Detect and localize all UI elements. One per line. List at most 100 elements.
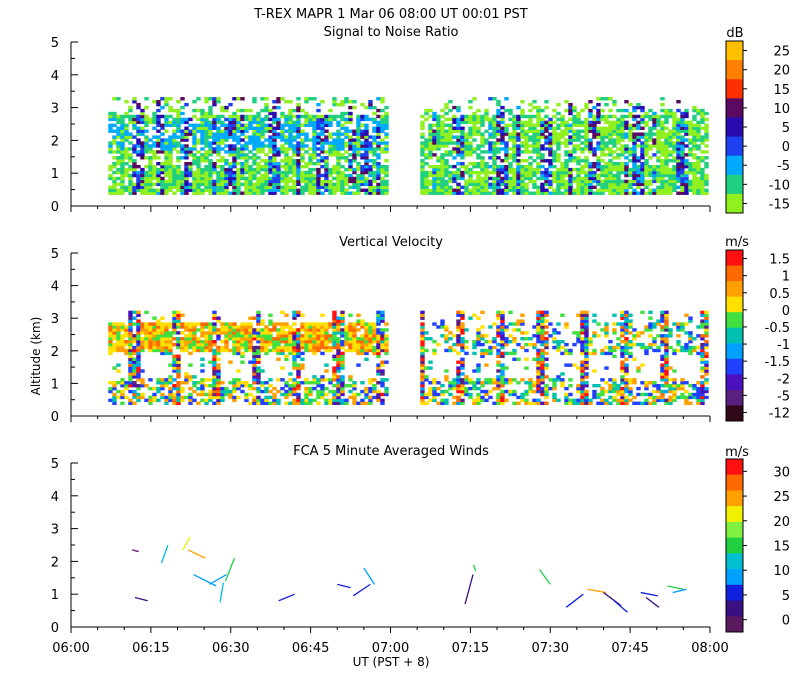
velocity-cell: [288, 325, 293, 329]
snr-cell: [116, 126, 121, 130]
snr-cell: [208, 111, 213, 116]
snr-cell: [144, 141, 149, 145]
velocity-cell: [540, 360, 545, 364]
velocity-cell: [128, 322, 133, 326]
snr-cell: [364, 162, 369, 166]
vertical-velocity-panel-title: Vertical Velocity: [339, 235, 443, 250]
snr-cell: [504, 176, 509, 181]
velocity-cell: [224, 345, 229, 350]
velocity-cell: [468, 378, 473, 382]
snr-cell: [344, 129, 349, 133]
snr-cell: [120, 182, 125, 187]
velocity-cell: [516, 381, 521, 385]
snr-cell: [420, 126, 425, 130]
snr-cell: [596, 167, 601, 172]
snr-cell: [272, 162, 277, 166]
velocity-cell: [280, 345, 285, 350]
snr-cell: [160, 164, 165, 169]
velocity-cell: [184, 339, 189, 344]
snr-cell: [616, 135, 621, 139]
snr-cell: [364, 159, 369, 163]
velocity-cell: [440, 398, 445, 403]
velocity-cell: [336, 389, 341, 394]
velocity-cell: [420, 310, 425, 315]
velocity-cell: [156, 319, 161, 323]
snr-cell: [380, 114, 385, 119]
snr-cell: [128, 141, 133, 145]
velocity-cell: [132, 351, 137, 356]
snr-cell: [496, 185, 501, 190]
snr-cell: [568, 138, 573, 142]
snr-cell: [292, 114, 297, 119]
snr-cell: [120, 159, 125, 163]
velocity-cell: [364, 392, 369, 397]
velocity-cell: [508, 322, 513, 326]
velocity-cell: [248, 401, 253, 405]
snr-cell: [156, 135, 161, 139]
snr-cell: [216, 182, 221, 187]
snr-cell: [316, 179, 321, 184]
snr-cell: [644, 179, 649, 184]
snr-cell: [664, 173, 669, 178]
snr-cell: [372, 173, 377, 178]
velocity-cell: [256, 366, 261, 370]
snr-cell: [364, 179, 369, 184]
velocity-cell: [152, 331, 157, 335]
snr-cell: [304, 132, 309, 136]
snr-cell: [548, 132, 553, 136]
velocity-cell: [496, 334, 501, 338]
velocity-cell: [344, 337, 349, 341]
snr-cell: [596, 159, 601, 163]
snr-cell: [168, 150, 173, 154]
velocity-cell: [348, 313, 353, 317]
velocity-cell: [196, 337, 201, 341]
velocity-cell: [484, 381, 489, 385]
snr-cell: [584, 173, 589, 178]
velocity-cell: [480, 354, 485, 359]
velocity-cell: [380, 310, 385, 315]
snr-cell: [264, 105, 269, 110]
snr-cell: [660, 114, 665, 119]
velocity-cell: [468, 316, 473, 320]
velocity-cell: [528, 401, 533, 405]
velocity-cell: [356, 348, 361, 353]
snr-cell: [164, 144, 169, 148]
snr-cell: [452, 141, 457, 145]
velocity-cell: [132, 337, 137, 341]
snr-cell: [580, 164, 585, 169]
snr-cell: [608, 179, 613, 184]
snr-cell: [252, 117, 257, 122]
snr-cell: [328, 167, 333, 172]
velocity-cell: [460, 386, 465, 391]
velocity-cell: [168, 389, 173, 394]
snr-cell: [280, 188, 285, 192]
snr-cell: [472, 132, 477, 136]
velocity-cell: [268, 334, 273, 338]
snr-cell: [656, 170, 661, 175]
snr-cell: [296, 120, 301, 125]
snr-cell: [300, 108, 305, 113]
snr-cell: [324, 138, 329, 142]
snr-cell: [136, 120, 141, 125]
snr-cell: [664, 111, 669, 116]
velocity-cell: [480, 310, 485, 315]
velocity-cell: [336, 381, 341, 385]
velocity-cell: [524, 389, 529, 394]
snr-cell: [632, 150, 637, 154]
velocity-cell: [440, 383, 445, 388]
snr-cell: [504, 191, 509, 195]
velocity-cell: [260, 339, 265, 344]
snr-cell: [316, 185, 321, 190]
velocity-cell: [384, 351, 389, 356]
velocity-cell: [440, 319, 445, 323]
snr-cell: [444, 164, 449, 169]
velocity-cell: [456, 381, 461, 385]
snr-cell: [156, 191, 161, 195]
velocity-cell: [160, 339, 165, 344]
velocity-cell: [132, 310, 137, 315]
snr-cell: [116, 144, 121, 148]
snr-cell: [272, 111, 277, 116]
snr-cell: [488, 144, 493, 148]
velocity-cell: [108, 339, 113, 344]
velocity-cell: [380, 313, 385, 317]
